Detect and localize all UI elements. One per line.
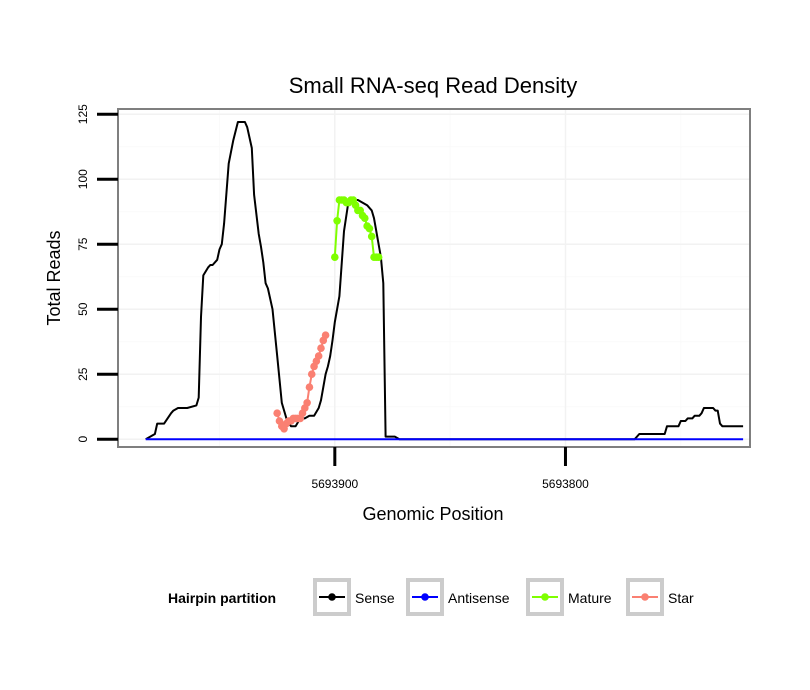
y-axis-title: Total Reads	[44, 230, 64, 325]
data-point-mature	[333, 217, 341, 225]
data-point-star	[307, 370, 316, 379]
data-point-star	[303, 399, 311, 407]
series-line-sense	[145, 121, 744, 441]
legend-label-mature: Mature	[568, 590, 612, 606]
data-point-mature	[331, 253, 339, 261]
y-tick-label: 100	[76, 169, 90, 189]
x-axis-title: Genomic Position	[362, 504, 503, 524]
data-point-star	[273, 409, 281, 418]
x-tick-label: 5693900	[311, 477, 358, 491]
y-tick-label: 50	[76, 302, 90, 316]
data-point-mature	[361, 214, 369, 222]
data-point-mature	[367, 232, 376, 241]
data-point-star	[314, 352, 323, 360]
y-tick-label: 75	[76, 237, 90, 251]
plot-border	[117, 108, 751, 448]
chart-title: Small RNA-seq Read Density	[289, 73, 578, 98]
x-tick-label: 5693800	[542, 477, 589, 491]
legend-key-point	[541, 593, 549, 601]
data-point-star	[321, 331, 330, 340]
plot-background	[118, 109, 750, 447]
y-tick-label: 125	[76, 104, 90, 124]
legend-label-antisense: Antisense	[448, 590, 510, 606]
data-point-mature	[365, 224, 374, 233]
y-axis: 0 25 50 75 100 125	[76, 104, 118, 443]
y-tick-label: 25	[76, 367, 90, 381]
data-point-mature	[374, 253, 383, 261]
plot-panel	[117, 108, 751, 448]
data-point-star	[317, 344, 325, 353]
x-axis: 5693900 5693800	[311, 447, 589, 491]
legend-title: Hairpin partition	[168, 590, 276, 606]
legend-key-point	[421, 593, 429, 601]
legend-label-star: Star	[668, 590, 694, 606]
series-points	[273, 196, 383, 433]
legend-key-point	[641, 593, 649, 601]
data-point-star	[305, 383, 314, 392]
legend: Hairpin partition Sense Antisense Mature St…	[168, 578, 694, 616]
minor-gridlines	[118, 109, 750, 447]
legend-label-sense: Sense	[355, 590, 395, 606]
legend-key-point	[328, 593, 336, 601]
y-tick-label: 0	[76, 436, 90, 443]
